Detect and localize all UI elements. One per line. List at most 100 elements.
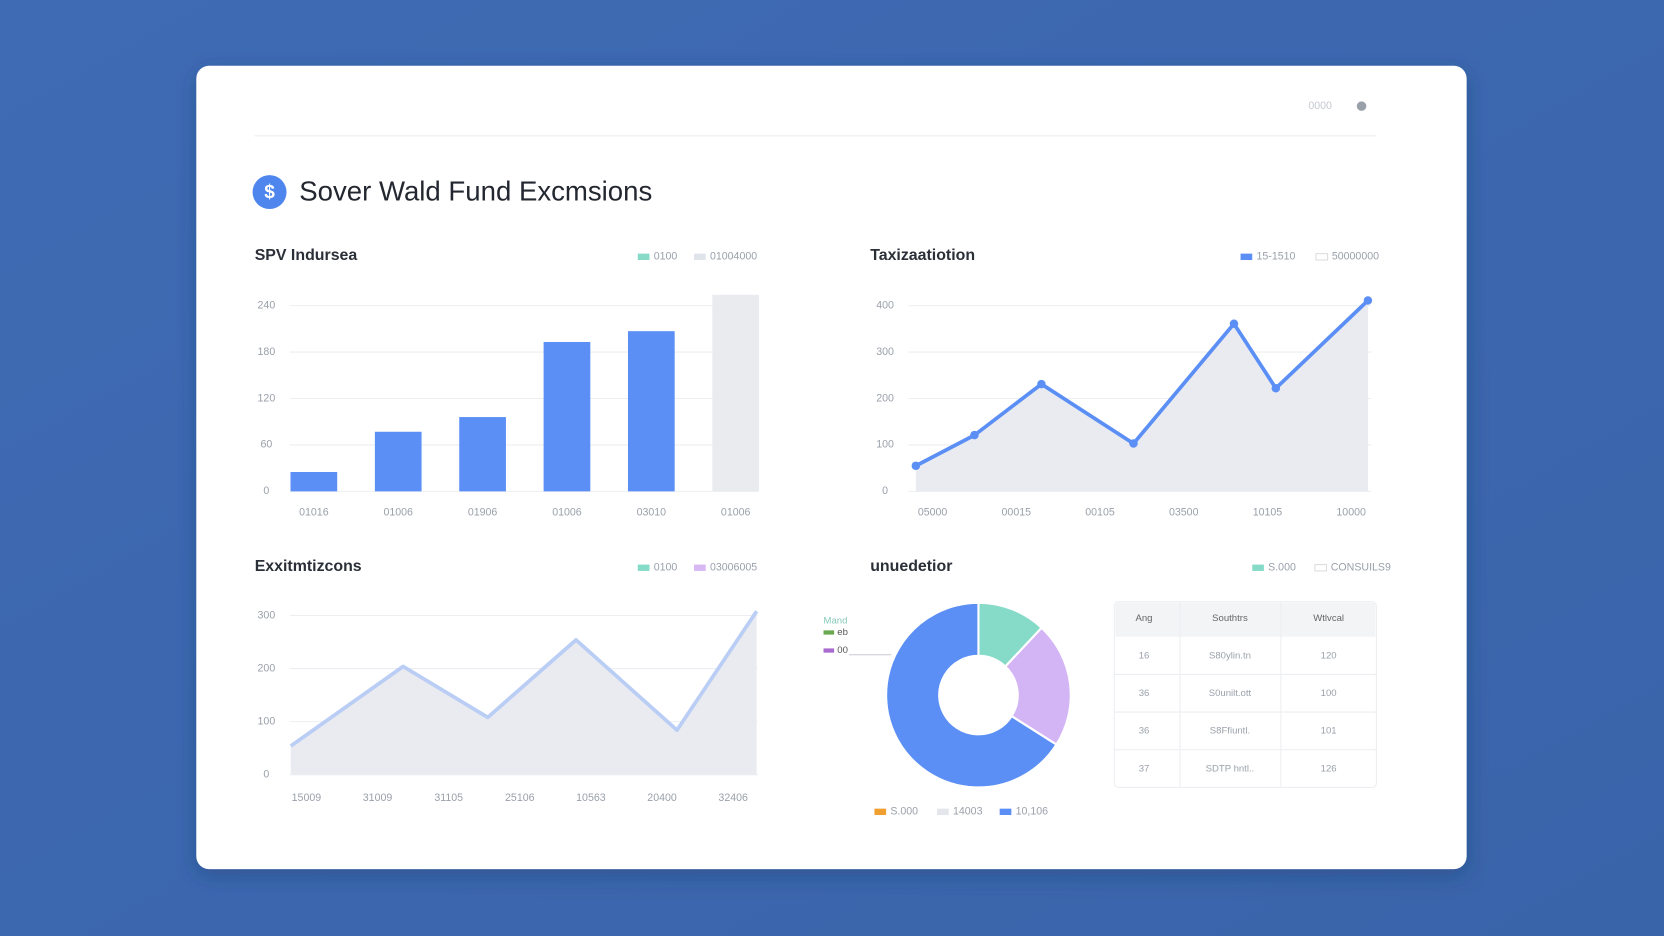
y-tick-label: 300 [876, 346, 894, 358]
y-tick-label: 0 [263, 768, 269, 780]
title-icon-glyph: $ [264, 182, 275, 203]
table-cell: 36 [1139, 726, 1150, 737]
callout-title: Mand [824, 615, 848, 626]
x-tick-label: 01006 [552, 506, 582, 518]
x-tick-label: 05000 [918, 506, 948, 518]
x-tick-label: 00105 [1085, 506, 1115, 518]
x-tick-label: 01016 [299, 506, 329, 518]
x-tick-label: 01906 [468, 506, 498, 518]
x-tick-label: 03500 [1169, 506, 1199, 518]
chart-title: unuedetior [870, 558, 952, 575]
legend-label: 0100 [654, 562, 678, 574]
x-tick-label: 00015 [1002, 506, 1032, 518]
bar [374, 431, 422, 492]
table-cell: 120 [1321, 650, 1337, 661]
legend-swatch [1315, 253, 1329, 261]
x-tick-label: 01006 [383, 506, 413, 518]
legend-swatch [1252, 564, 1264, 571]
bar [290, 472, 338, 492]
chart-title: SPV Indursea [255, 247, 358, 264]
legend-swatch [694, 564, 706, 571]
settings-icon[interactable] [1356, 101, 1367, 111]
y-tick-label: 200 [258, 662, 276, 674]
legend-label: 15-1510 [1256, 251, 1295, 263]
legend-swatch [637, 253, 650, 260]
legend-swatch [999, 808, 1012, 816]
area [290, 611, 757, 775]
y-tick-label: 120 [258, 392, 276, 404]
legend-swatch [937, 808, 949, 816]
y-tick-label: 0 [263, 485, 269, 497]
point [970, 430, 979, 440]
x-tick-label: 10105 [1253, 506, 1283, 518]
table-cell: SDTP hntl.. [1206, 763, 1255, 774]
legend-label: 03006005 [710, 562, 757, 574]
title-icon [252, 175, 287, 210]
bar [543, 342, 591, 492]
bar [712, 294, 760, 492]
y-tick-label: 200 [876, 392, 894, 404]
x-tick-label: 15009 [292, 792, 322, 804]
donut-slice [885, 601, 1058, 789]
legend-label: 01004000 [710, 251, 757, 263]
page-title: Sover Wald Fund Excmsions [299, 175, 652, 206]
legend-swatch [1240, 253, 1253, 260]
x-tick-label: 20400 [647, 792, 677, 804]
donut-slice [1003, 626, 1072, 747]
point [1129, 439, 1138, 448]
legend-label: 50000000 [1332, 251, 1379, 263]
line [289, 610, 759, 748]
table-cell: 101 [1321, 726, 1337, 737]
y-tick-label: 300 [258, 609, 276, 621]
callout-swatch [823, 630, 835, 635]
bar [459, 417, 506, 492]
legend-swatch [1314, 564, 1328, 572]
table-header-cell: Wtlvcal [1313, 613, 1344, 624]
x-tick-label: 03010 [637, 506, 667, 518]
x-tick-label: 32406 [718, 792, 748, 804]
table-cell: 100 [1321, 688, 1337, 699]
x-tick-label: 25106 [505, 792, 535, 804]
legend-swatch [637, 564, 650, 571]
x-tick-label: 10563 [576, 792, 606, 804]
status-text: 0000 [1308, 100, 1332, 112]
table-cell: 36 [1139, 688, 1150, 699]
callout-label: eb [837, 627, 848, 638]
legend-label: 0100 [654, 251, 678, 263]
y-tick-label: 100 [258, 715, 276, 727]
table-header-cell: Southtrs [1212, 613, 1248, 624]
y-tick-label: 400 [876, 299, 894, 311]
table-header-cell: Ang [1136, 613, 1153, 624]
bar [627, 331, 675, 492]
x-tick-label: 10000 [1336, 506, 1366, 518]
point [1037, 379, 1046, 389]
table-cell: S80ylin.tn [1209, 650, 1251, 661]
chart-title: Exxitmtizcons [255, 558, 362, 575]
y-tick-label: 0 [882, 485, 888, 497]
y-tick-label: 180 [258, 346, 276, 358]
table-cell: 16 [1139, 650, 1150, 661]
table-header-bg [1115, 602, 1376, 637]
legend-swatch [874, 808, 887, 816]
legend-label: S.000 [890, 806, 918, 818]
legend-label: 14003 [953, 806, 983, 818]
table-cell: S0unilt.ott [1209, 688, 1252, 699]
callout-label: 00 [837, 645, 848, 656]
callout-swatch [823, 648, 835, 653]
y-tick-label: 240 [258, 299, 276, 311]
x-tick-label: 31009 [363, 792, 393, 804]
legend-label: 10,106 [1016, 806, 1049, 818]
area [915, 300, 1368, 492]
point [911, 461, 921, 471]
point [1363, 296, 1373, 305]
chart-title: Taxizaatiotion [870, 247, 975, 264]
y-tick-label: 100 [876, 439, 894, 451]
point [1229, 319, 1239, 328]
legend-label: CONSUILS9 [1331, 562, 1391, 574]
y-tick-label: 60 [260, 439, 272, 451]
legend-swatch [694, 253, 706, 260]
x-tick-label: 01006 [721, 506, 751, 518]
table-cell: 126 [1321, 763, 1337, 774]
